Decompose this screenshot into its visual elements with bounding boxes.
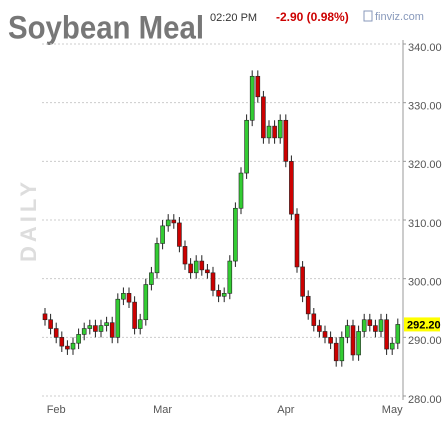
candle-body	[339, 337, 345, 362]
candle-body	[104, 322, 109, 326]
candle-body	[322, 331, 328, 338]
time: 02:20 PM	[210, 12, 257, 24]
candle-body	[361, 319, 367, 332]
last-price-label: 292.20	[407, 319, 441, 331]
candle-body	[154, 243, 160, 274]
y-tick-label: 310.00	[408, 218, 442, 230]
candle-body	[48, 319, 53, 329]
candle-body	[87, 325, 93, 329]
candle-body	[109, 322, 115, 338]
candle-body	[227, 260, 233, 294]
candle-body	[272, 125, 277, 139]
candle-body	[378, 319, 384, 332]
candle-body	[328, 337, 333, 344]
x-tick-label: Mar	[153, 404, 172, 416]
candle-body	[294, 213, 300, 268]
candle-body	[115, 298, 121, 338]
candle-body	[283, 119, 289, 162]
x-tick-label: May	[382, 404, 403, 416]
candle-body	[65, 345, 70, 350]
candle-body	[333, 342, 339, 362]
candle-body	[199, 260, 205, 271]
candle-body	[384, 319, 389, 350]
candle-body	[395, 324, 401, 344]
candle-body	[244, 119, 249, 174]
candle-body	[389, 342, 395, 350]
y-tick-label: 330.00	[408, 101, 442, 113]
candle-body	[143, 284, 149, 321]
candle-body	[70, 342, 76, 350]
y-tick-label: 300.00	[408, 277, 442, 289]
y-tick-label: 340.00	[408, 42, 442, 54]
candle-body	[317, 325, 322, 332]
candle-body	[59, 337, 65, 347]
candle-body	[356, 331, 361, 356]
candle-body	[238, 172, 244, 209]
candle-body	[233, 207, 238, 262]
candle-body	[126, 293, 132, 303]
x-tick-label: Feb	[47, 404, 66, 416]
candle-body	[300, 266, 305, 297]
candle-body	[261, 96, 266, 139]
source: finviz.com	[375, 11, 424, 23]
candle-body	[98, 325, 104, 332]
candle-body	[160, 225, 165, 244]
candle-body	[305, 295, 311, 315]
candle-body	[255, 75, 261, 98]
candle-body	[132, 301, 137, 329]
x-tick-label: Apr	[277, 404, 294, 416]
candle-body	[205, 269, 210, 274]
candle-body	[289, 161, 294, 215]
candle-body	[210, 272, 216, 291]
candle-body	[149, 272, 154, 285]
candle-body	[311, 313, 317, 326]
y-tick-label: 320.00	[408, 159, 442, 171]
candle-body	[216, 290, 221, 297]
candle-body	[76, 334, 81, 344]
chart-title: Soybean Meal	[8, 9, 204, 45]
change: -2.90 (0.98%)	[276, 10, 349, 24]
candle-body	[121, 293, 126, 300]
candle-body	[277, 119, 283, 139]
candle-body	[137, 319, 143, 329]
period: DAILY	[16, 178, 41, 262]
y-tick-label: 290.00	[408, 335, 442, 347]
candle-body	[266, 125, 272, 139]
candle-body	[249, 75, 255, 121]
candle-body	[165, 219, 171, 227]
candle-body	[373, 325, 378, 332]
candle-body	[42, 313, 48, 321]
candle-body	[81, 328, 87, 335]
candle-body	[188, 263, 193, 274]
candle-body	[221, 293, 227, 297]
candle-body	[53, 328, 59, 338]
candle-body	[177, 222, 182, 247]
candle-body	[93, 325, 98, 332]
y-tick-label: 280.00	[408, 394, 442, 406]
candle-body	[171, 219, 177, 224]
candle-body	[345, 325, 350, 338]
candle-body	[182, 246, 188, 265]
candle-body	[367, 319, 373, 326]
candle-body	[193, 260, 199, 274]
last-price-box	[404, 317, 440, 332]
candle-body	[350, 325, 356, 356]
source-icon	[363, 10, 373, 22]
